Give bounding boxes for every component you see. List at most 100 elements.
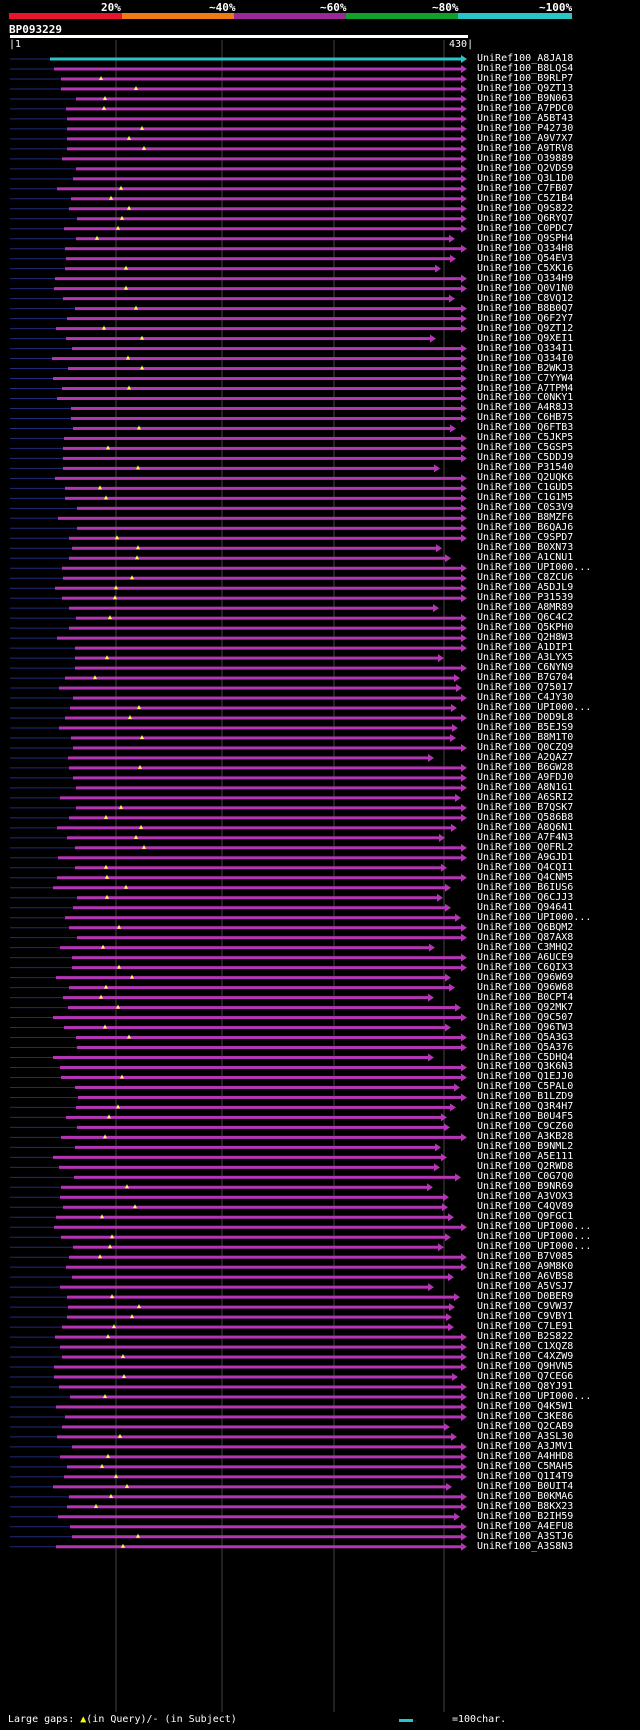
hit-label[interactable]: UniRef100_B8B0Q7 xyxy=(477,302,574,314)
hit-label[interactable]: UniRef100_A9TRV8 xyxy=(477,142,574,154)
hit-label[interactable]: UniRef100_Q5KPH0 xyxy=(477,622,574,634)
hit-label[interactable]: UniRef100_Q9XEI1 xyxy=(477,332,574,344)
hit-label[interactable]: UniRef100_A5VSJ7 xyxy=(477,1281,574,1293)
hit-label[interactable]: UniRef100_C0NKY1 xyxy=(477,392,574,404)
hit-label[interactable]: UniRef100_Q334H9 xyxy=(477,272,574,284)
hit-label[interactable]: UniRef100_B7G704 xyxy=(477,672,574,684)
hit-label[interactable]: UniRef100_A8N1G1 xyxy=(477,781,574,793)
hit-label[interactable]: UniRef100_C9SPD7 xyxy=(477,532,574,544)
hit-label[interactable]: UniRef100_P42730 xyxy=(477,122,574,134)
hit-label[interactable]: UniRef100_A6SRI2 xyxy=(477,791,574,803)
hit-label[interactable]: UniRef100_Q9C507 xyxy=(477,1011,574,1023)
hit-label[interactable]: UniRef100_UPI000... xyxy=(477,702,592,714)
hit-label[interactable]: UniRef100_A3KB28 xyxy=(477,1131,574,1143)
hit-label[interactable]: UniRef100_A7F4N3 xyxy=(477,831,574,843)
hit-label[interactable]: UniRef100_A8Q6N1 xyxy=(477,821,574,833)
hit-label[interactable]: UniRef100_A2QAZ7 xyxy=(477,751,574,763)
hit-label[interactable]: UniRef100_B9NML2 xyxy=(477,1141,574,1153)
hit-label[interactable]: UniRef100_Q5A3G3 xyxy=(477,1031,574,1043)
hit-label[interactable]: UniRef100_Q6C4C2 xyxy=(477,612,574,624)
hit-label[interactable]: UniRef100_C1GUD5 xyxy=(477,482,574,494)
hit-label[interactable]: UniRef100_Q96W68 xyxy=(477,981,574,993)
hit-label[interactable]: UniRef100_D0D9L8 xyxy=(477,712,574,723)
hit-label[interactable]: UniRef100_C6QIX3 xyxy=(477,961,574,973)
hit-label[interactable]: UniRef100_B7QSK7 xyxy=(477,801,574,813)
hit-label[interactable]: UniRef100_C5PAL0 xyxy=(477,1081,574,1093)
hit-label[interactable]: UniRef100_Q3K6N3 xyxy=(477,1061,574,1073)
hit-label[interactable]: UniRef100_A9V7X7 xyxy=(477,132,574,144)
hit-label[interactable]: UniRef100_C8ZCU6 xyxy=(477,572,574,584)
hit-label[interactable]: UniRef100_B0U4F5 xyxy=(477,1111,574,1123)
hit-label[interactable]: UniRef100_C5DDJ9 xyxy=(477,452,574,464)
hit-label[interactable]: UniRef100_B8LQS4 xyxy=(477,62,574,74)
hit-label[interactable]: UniRef100_Q9S822 xyxy=(477,202,574,214)
hit-label[interactable]: UniRef100_Q6FTB3 xyxy=(477,422,574,434)
hit-label[interactable]: UniRef100_Q2H8W3 xyxy=(477,632,574,644)
hit-label[interactable]: UniRef100_C0S3V9 xyxy=(477,502,574,514)
hit-label[interactable]: UniRef100_C4XZW9 xyxy=(477,1351,574,1363)
hit-label[interactable]: UniRef100_Q5A376 xyxy=(477,1041,574,1053)
hit-label[interactable]: UniRef100_A3JMV1 xyxy=(477,1440,574,1452)
hit-label[interactable]: UniRef100_Q87AX8 xyxy=(477,931,574,943)
hit-label[interactable]: UniRef100_C5JKP5 xyxy=(477,432,574,444)
hit-label[interactable]: UniRef100_B1LZD9 xyxy=(477,1091,574,1103)
hit-label[interactable]: UniRef100_Q94641 xyxy=(477,901,574,913)
hit-label[interactable]: UniRef100_A3LYX5 xyxy=(477,652,574,664)
hit-label[interactable]: UniRef100_A5BT43 xyxy=(477,112,574,124)
hit-label[interactable]: UniRef100_A3VOX3 xyxy=(477,1191,574,1203)
hit-label[interactable]: UniRef100_Q2CAB9 xyxy=(477,1420,574,1432)
hit-label[interactable]: UniRef100_D0BER9 xyxy=(477,1291,574,1303)
hit-label[interactable]: UniRef100_Q2VDS9 xyxy=(477,162,574,174)
hit-label[interactable]: UniRef100_Q0FRL2 xyxy=(477,841,574,853)
hit-label[interactable]: UniRef100_Q2UQK6 xyxy=(477,472,574,484)
hit-label[interactable]: UniRef100_A1DIP1 xyxy=(477,642,574,654)
hit-label[interactable]: UniRef100_Q1I4T9 xyxy=(477,1470,574,1482)
hit-label[interactable]: UniRef100_Q96TW3 xyxy=(477,1021,574,1033)
hit-label[interactable]: UniRef100_Q9ZT13 xyxy=(477,82,574,94)
hit-label[interactable]: UniRef100_A4EFU8 xyxy=(477,1520,574,1532)
hit-label[interactable]: UniRef100_Q4CNM5 xyxy=(477,871,574,883)
hit-label[interactable]: UniRef100_A8JA18 xyxy=(477,53,574,64)
hit-label[interactable]: UniRef100_C7YYW4 xyxy=(477,372,574,384)
hit-label[interactable]: UniRef100_P31540 xyxy=(477,462,574,474)
hit-label[interactable]: UniRef100_C5XK16 xyxy=(477,262,574,274)
hit-label[interactable]: UniRef100_O39889 xyxy=(477,152,574,164)
hit-label[interactable]: UniRef100_Q6BQM2 xyxy=(477,921,574,933)
hit-label[interactable]: UniRef100_B8MZF6 xyxy=(477,512,574,524)
hit-label[interactable]: UniRef100_Q75017 xyxy=(477,682,574,694)
hit-label[interactable]: UniRef100_A4HHD8 xyxy=(477,1450,574,1462)
hit-label[interactable]: UniRef100_C6NYN9 xyxy=(477,662,574,674)
hit-label[interactable]: UniRef100_Q334H8 xyxy=(477,242,574,254)
hit-label[interactable]: UniRef100_C3KE86 xyxy=(477,1410,574,1422)
hit-label[interactable]: UniRef100_B0CPT4 xyxy=(477,991,574,1003)
hit-label[interactable]: UniRef100_UPI000... xyxy=(477,1390,592,1402)
hit-label[interactable]: UniRef100_Q9ZT12 xyxy=(477,322,574,334)
hit-label[interactable]: UniRef100_Q2RWD8 xyxy=(477,1161,574,1173)
hit-label[interactable]: UniRef100_B7V085 xyxy=(477,1251,574,1263)
hit-label[interactable]: UniRef100_B9N063 xyxy=(477,92,574,104)
hit-label[interactable]: UniRef100_Q3L1D0 xyxy=(477,172,574,184)
hit-label[interactable]: UniRef100_C7LE91 xyxy=(477,1321,574,1333)
hit-label[interactable]: UniRef100_C0G7Q0 xyxy=(477,1171,574,1183)
hit-label[interactable]: UniRef100_Q9SPH4 xyxy=(477,232,574,244)
hit-label[interactable]: UniRef100_B0KMA6 xyxy=(477,1490,574,1502)
hit-label[interactable]: UniRef100_A4R8J3 xyxy=(477,402,574,414)
hit-label[interactable]: UniRef100_Q4K5W1 xyxy=(477,1400,574,1412)
hit-label[interactable]: UniRef100_B6IUS6 xyxy=(477,881,574,893)
hit-label[interactable]: UniRef100_C7FB07 xyxy=(477,182,574,194)
hit-label[interactable]: UniRef100_B5EJS9 xyxy=(477,721,574,733)
hit-label[interactable]: UniRef100_A8MR89 xyxy=(477,602,574,614)
hit-label[interactable]: UniRef100_Q586B8 xyxy=(477,811,574,823)
hit-label[interactable]: UniRef100_Q3R4H7 xyxy=(477,1101,574,1113)
hit-label[interactable]: UniRef100_C4JY30 xyxy=(477,692,574,704)
hit-label[interactable]: UniRef100_Q54EV3 xyxy=(477,252,574,264)
hit-label[interactable]: UniRef100_B2S822 xyxy=(477,1331,574,1343)
hit-label[interactable]: UniRef100_UPI000... xyxy=(477,1221,592,1233)
hit-label[interactable]: UniRef100_B8M1T0 xyxy=(477,731,574,743)
hit-label[interactable]: UniRef100_UPI000... xyxy=(477,911,592,923)
hit-label[interactable]: UniRef100_B2WKJ3 xyxy=(477,362,574,374)
hit-label[interactable]: UniRef100_A9M8K0 xyxy=(477,1261,574,1273)
hit-label[interactable]: UniRef100_C5MAH5 xyxy=(477,1460,574,1472)
hit-label[interactable]: UniRef100_Q8YJ91 xyxy=(477,1381,574,1392)
hit-label[interactable]: UniRef100_UPI000... xyxy=(477,562,592,574)
